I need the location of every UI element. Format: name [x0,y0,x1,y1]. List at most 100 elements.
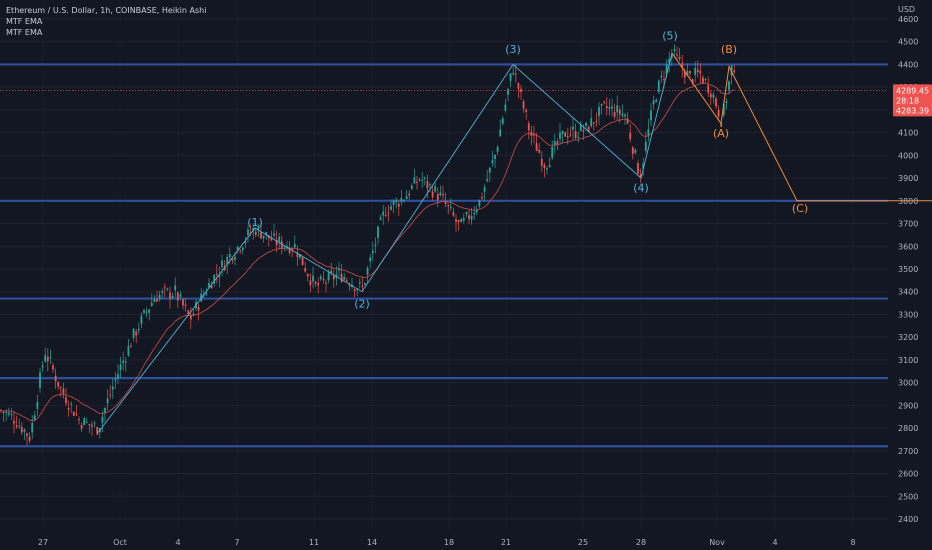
candle-body [174,285,177,291]
candle-body [244,241,247,244]
wave-label: (3) [505,43,521,56]
candle-body [579,124,582,131]
candle-body [20,426,23,433]
candle-body [694,68,697,75]
candle-body [296,252,299,258]
candle-body [603,101,606,103]
candle-body [655,99,658,103]
y-tick-label: 3000 [898,379,918,388]
candle-body [468,215,470,220]
candle-body [114,378,117,381]
candle-body [546,168,548,170]
candle-body [366,267,369,275]
y-tick-label: 4600 [898,15,918,24]
candle-body [470,215,473,220]
candle-body [683,71,686,78]
candle-body [499,129,502,137]
candle-body [634,149,637,153]
price-tag-secondary: 4283.39 [896,106,929,115]
candle-body [348,284,351,286]
candle-body [330,270,333,274]
candle-body [691,79,694,84]
x-tick-label: 21 [501,538,511,547]
indicator-label-2[interactable]: MTF EMA [6,28,43,37]
candle-body [208,283,210,288]
impulse-wave-path [97,52,673,433]
candle-body [187,310,190,314]
candle-body [631,147,634,155]
candle-body [184,304,187,306]
candle-body [405,195,408,200]
candle-body [637,163,639,174]
candle-body [140,315,143,324]
y-tick-label: 4400 [898,60,918,69]
candle-body [527,123,530,131]
candle-body [709,93,712,98]
candle-body [54,375,57,382]
candle-body [299,254,301,258]
candle-body [668,58,671,63]
candle-body [358,282,361,284]
candle-body [429,184,431,186]
candle-body [452,212,455,216]
candle-body [621,113,624,116]
price-tag-countdown: 28:18 [896,96,919,105]
candle-body [65,397,67,404]
candle-body [592,122,595,124]
candle-body [426,181,429,189]
candle-body [673,48,676,51]
wave-label: (1) [247,216,263,229]
candle-body [618,109,621,115]
candle-body [712,94,715,98]
indicator-label-1[interactable]: MTF EMA [6,17,43,26]
candle-body [91,424,93,427]
candle-body [52,365,54,370]
candle-body [106,398,109,404]
candle-body [241,247,244,251]
y-tick-label: 3100 [898,356,918,365]
candle-body [421,179,424,181]
candle-body [62,388,65,394]
candle-body [122,360,125,363]
candle-body [273,233,275,236]
candle-body [678,56,681,59]
candle-body [156,299,158,302]
candle-body [176,292,179,301]
candle-body [564,132,567,137]
legend: Ethereum / U.S. Dollar, 1h, COINBASE, He… [6,5,206,38]
candle-body [611,106,613,109]
candle-body [418,179,421,181]
candle-body [533,133,535,136]
candle-body [600,103,603,106]
candle-body [119,364,122,370]
candle-body [215,273,218,275]
candle-body [665,64,668,74]
candle-body [239,250,242,252]
candle-body [166,288,169,290]
candle-body [283,246,286,248]
candle-body [439,192,442,196]
candle-body [338,268,340,271]
x-tick-label: 11 [309,538,319,547]
candle-body [650,110,652,121]
candle-body [205,293,208,295]
candle-body [613,112,616,117]
symbol-title[interactable]: Ethereum / U.S. Dollar, 1h, COINBASE, He… [6,6,207,15]
x-tick-label: 28 [636,538,646,547]
candle-body [145,311,148,313]
candle-body [275,239,278,246]
candle-body [317,283,320,286]
candle-body [18,425,21,427]
candle-body [265,232,268,235]
candle-body [496,146,499,152]
candle-body [150,302,153,306]
candle-body [314,281,317,284]
candle-body [512,73,515,75]
candle-body [728,81,730,91]
candle-body [689,70,691,74]
candle-body [132,328,135,338]
candle-body [85,421,88,423]
